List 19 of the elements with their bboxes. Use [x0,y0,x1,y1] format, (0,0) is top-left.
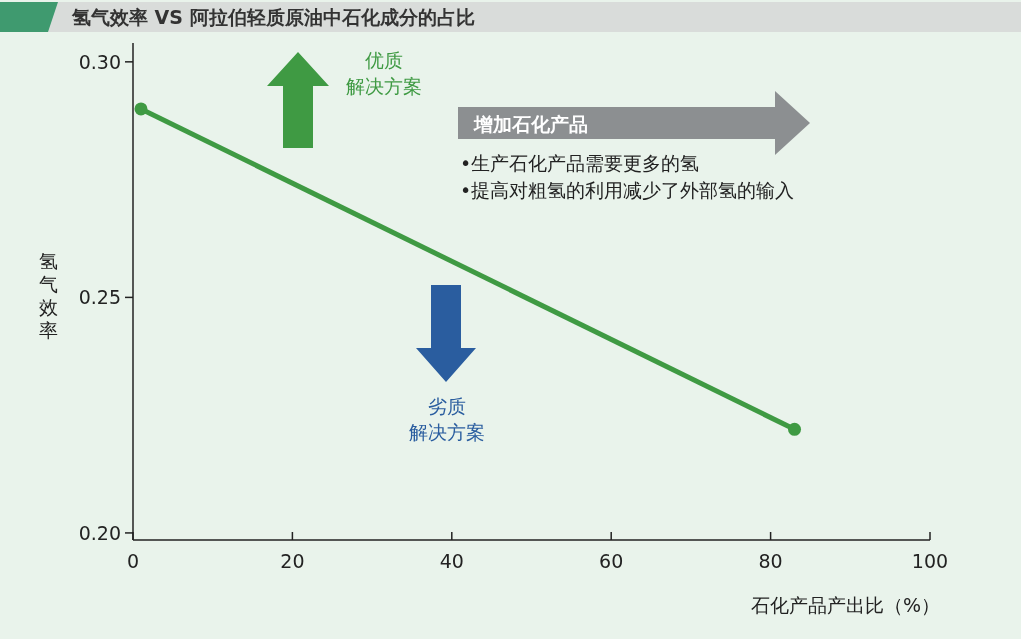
annotation: •生产石化产品需要更多的氢 [460,152,700,174]
x-axis-title: 石化产品产出比（%） [750,594,940,616]
y-tick-label: 0.30 [78,50,121,73]
annotation: 劣质 [428,395,466,417]
x-tick-label: 40 [439,550,464,572]
y-tick-label: 0.25 [78,286,121,309]
x-tick-label: 0 [126,550,140,572]
chart-title: 氢气效率 VS 阿拉伯轻质原油中石化成分的占比 [71,6,475,28]
x-tick-label: 20 [280,550,305,572]
annotation: •提高对粗氢的利用减少了外部氢的输入 [460,179,795,201]
x-tick-label: 100 [911,550,949,572]
annotation: 解决方案 [409,421,485,443]
annotation: 增加石化产品 [473,113,588,135]
x-tick-label: 80 [758,550,783,572]
annotation: 优质 [365,49,403,71]
annotation: 解决方案 [346,75,422,97]
y-axis-title: 氢气效率 [38,250,58,341]
x-tick-label: 60 [599,550,624,572]
y-tick-label: 0.20 [78,521,121,544]
